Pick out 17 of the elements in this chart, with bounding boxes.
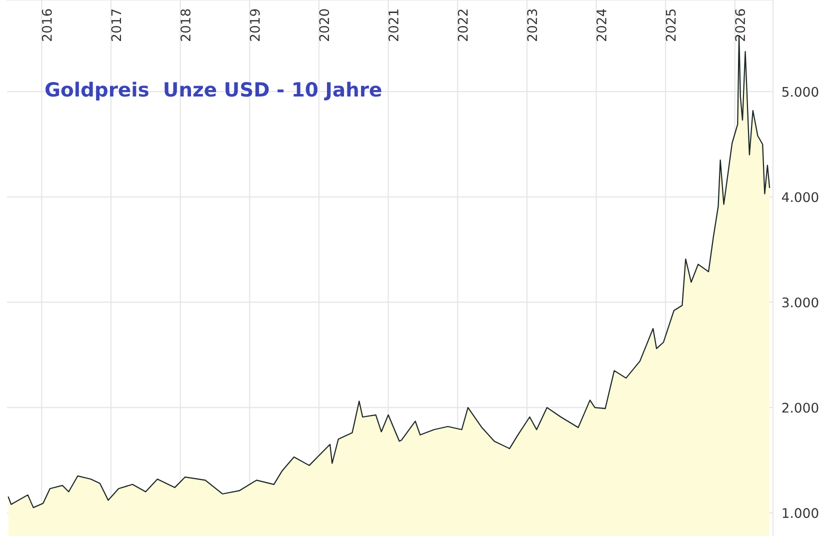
x-tick-label: 2024	[596, 9, 606, 41]
x-tick-label: 2021	[388, 10, 398, 41]
x-tick-label: 2018	[180, 9, 191, 41]
y-tick-label: 3.000	[782, 297, 818, 308]
x-tick-label: 2023	[527, 9, 538, 41]
x-tick-label: 2022	[458, 10, 468, 41]
x-tick-label: 2025	[666, 9, 676, 41]
x-tick-label: 2017	[111, 9, 122, 41]
y-tick-label: 2.000	[782, 402, 818, 413]
x-tick-label: 2026	[735, 9, 746, 41]
y-tick-label: 5.000	[782, 86, 818, 97]
x-tick-label: 2020	[319, 9, 330, 41]
text: Goldpreis Unze USD - 10 Jahre	[46, 82, 382, 101]
y-tick-label: 1.000	[782, 508, 818, 518]
y-tick-label: 4.000	[782, 192, 818, 202]
x-tick-label: 2016	[42, 9, 52, 41]
x-tick-label: 2019	[250, 9, 260, 41]
